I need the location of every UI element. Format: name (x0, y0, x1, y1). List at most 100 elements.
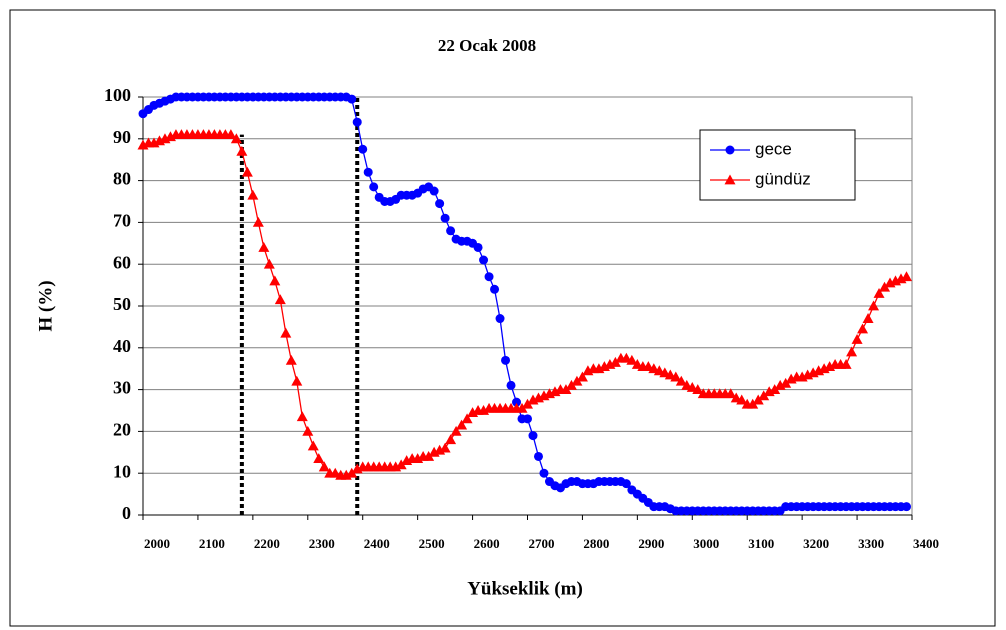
data-point (565, 379, 577, 390)
data-point (758, 390, 770, 401)
data-point (516, 402, 528, 413)
data-point (241, 166, 253, 177)
data-point (846, 346, 858, 357)
data-point (576, 371, 588, 382)
data-point (280, 327, 292, 338)
data-point (533, 451, 543, 461)
data-point (313, 453, 325, 463)
legend-marker (725, 145, 735, 155)
y-tick-label: 20 (113, 420, 131, 440)
x-axis-label: Yükseklik (m) (467, 578, 583, 599)
data-point (445, 434, 457, 445)
y-tick-label: 10 (113, 461, 131, 481)
data-point (291, 375, 303, 386)
data-point (302, 425, 314, 436)
x-tick-label: 2400 (364, 536, 390, 551)
data-point (296, 411, 308, 422)
y-axis-label: H (%) (35, 280, 56, 331)
data-point (285, 354, 297, 365)
data-point (626, 354, 638, 365)
data-point (318, 461, 330, 472)
data-point (446, 226, 456, 236)
data-point (725, 388, 737, 399)
data-point (851, 333, 863, 344)
data-point (230, 133, 242, 144)
data-point (506, 380, 516, 390)
data-point (879, 281, 891, 292)
data-point (352, 117, 362, 127)
data-point (307, 440, 319, 451)
x-tick-label: 2800 (583, 536, 609, 551)
data-point (423, 450, 435, 461)
data-point (670, 371, 682, 382)
x-tick-label: 2500 (419, 536, 445, 551)
data-point (868, 300, 880, 311)
data-point (621, 479, 631, 489)
data-point (571, 375, 583, 386)
x-tick-label: 2900 (638, 536, 664, 551)
data-point (395, 459, 407, 470)
x-tick-label: 2200 (254, 536, 280, 551)
y-tick-label: 0 (122, 503, 131, 523)
data-point (479, 255, 489, 265)
legend-marker (724, 174, 736, 185)
data-point (258, 241, 270, 252)
data-point (252, 216, 264, 227)
data-point (609, 356, 621, 367)
data-point (539, 468, 549, 478)
data-point (363, 167, 373, 177)
data-point (358, 144, 368, 154)
x-tick-label: 2100 (199, 536, 225, 551)
data-point (490, 284, 500, 294)
data-point (769, 384, 781, 394)
data-point (236, 145, 248, 156)
data-point (439, 442, 451, 453)
y-tick-label: 70 (113, 211, 131, 231)
x-tick-label: 2600 (474, 536, 500, 551)
data-point (225, 129, 237, 140)
data-point (347, 94, 357, 104)
data-point (736, 394, 748, 405)
data-point (747, 398, 759, 409)
data-point (274, 294, 286, 305)
data-point (857, 323, 869, 334)
y-tick-label: 90 (113, 127, 131, 147)
data-point (484, 272, 494, 282)
data-point (263, 258, 275, 269)
data-point (495, 314, 505, 324)
y-tick-label: 100 (104, 85, 131, 105)
x-tick-label: 2000 (144, 536, 170, 551)
data-point (523, 414, 532, 424)
legend-box (699, 129, 856, 201)
x-tick-label: 2300 (309, 536, 335, 551)
data-point (501, 355, 511, 365)
data-point (269, 275, 281, 286)
x-tick-label: 3400 (913, 536, 939, 551)
data-point (247, 189, 259, 200)
data-point (692, 384, 704, 394)
data-point (873, 287, 885, 298)
data-point (522, 398, 533, 409)
data-point (429, 186, 439, 196)
data-point (902, 502, 912, 512)
legend-label: gündüz (755, 169, 811, 188)
data-point (369, 182, 379, 192)
x-tick-label: 3200 (803, 536, 829, 551)
y-tick-label: 40 (113, 336, 131, 356)
y-tick-label: 60 (113, 252, 131, 272)
data-point (435, 199, 445, 209)
data-point (675, 375, 687, 386)
data-point (862, 313, 874, 323)
y-tick-label: 30 (113, 378, 131, 398)
data-point (461, 413, 473, 424)
x-tick-label: 3300 (858, 536, 884, 551)
x-tick-label: 3100 (748, 536, 774, 551)
data-point (528, 431, 538, 441)
data-point (560, 384, 572, 394)
x-tick-label: 3000 (693, 536, 719, 551)
chart-title: 22 Ocak 2008 (438, 36, 536, 55)
data-point (780, 377, 792, 388)
data-point (440, 213, 450, 223)
data-point (512, 397, 522, 407)
